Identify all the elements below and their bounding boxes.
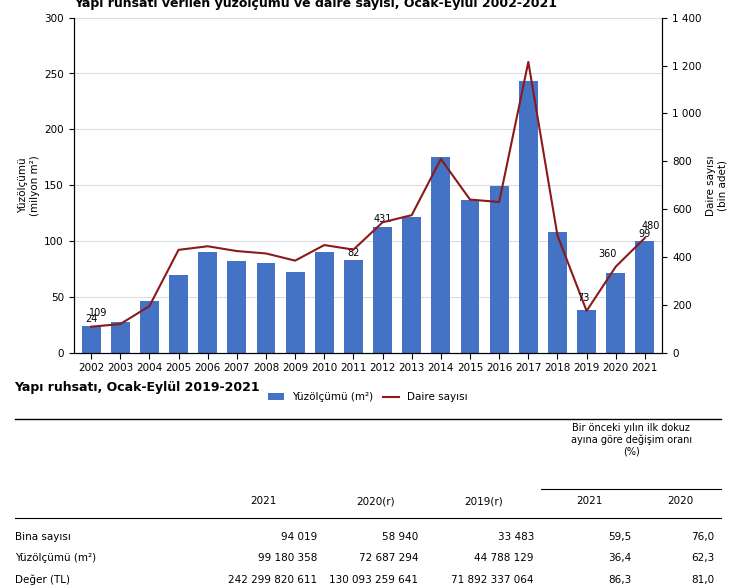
Bar — [635, 241, 654, 353]
Text: 360: 360 — [598, 249, 616, 259]
Text: 242 299 820 611: 242 299 820 611 — [228, 574, 317, 584]
Text: 44 788 129: 44 788 129 — [475, 553, 534, 563]
Bar — [315, 252, 333, 353]
Text: 24: 24 — [85, 314, 97, 324]
Text: 73: 73 — [578, 292, 590, 302]
Bar — [373, 226, 392, 353]
Text: 99 180 358: 99 180 358 — [258, 553, 317, 563]
Text: 2021: 2021 — [250, 496, 277, 506]
Text: 2021: 2021 — [576, 496, 603, 506]
Text: 71 892 337 064: 71 892 337 064 — [451, 574, 534, 584]
Y-axis label: Yüzölçümü
(milyon m²): Yüzölçümü (milyon m²) — [18, 155, 40, 216]
Bar — [257, 263, 275, 353]
Bar — [344, 260, 363, 353]
Text: 36,4: 36,4 — [608, 553, 631, 563]
Bar — [461, 200, 479, 353]
Text: 480: 480 — [642, 220, 660, 230]
Text: 76,0: 76,0 — [691, 532, 714, 542]
Text: 33 483: 33 483 — [498, 532, 534, 542]
Bar — [548, 232, 567, 353]
Text: Değer (TL): Değer (TL) — [15, 574, 70, 585]
Text: 109: 109 — [89, 308, 107, 318]
Text: 58 940: 58 940 — [382, 532, 419, 542]
Y-axis label: Daire sayısı
(bin adet): Daire sayısı (bin adet) — [706, 155, 727, 216]
Text: 81,0: 81,0 — [691, 574, 714, 584]
Bar — [286, 272, 305, 353]
Bar — [606, 273, 626, 353]
Text: 72 687 294: 72 687 294 — [359, 553, 419, 563]
Text: 62,3: 62,3 — [691, 553, 714, 563]
Bar — [431, 157, 450, 353]
Bar — [489, 186, 509, 353]
Text: 2020: 2020 — [667, 496, 693, 506]
Bar — [198, 252, 217, 353]
Bar — [110, 322, 130, 353]
Bar — [227, 261, 247, 353]
Bar — [403, 216, 421, 353]
Text: 2019(r): 2019(r) — [464, 496, 503, 506]
Bar — [82, 326, 101, 353]
Text: Yüzölçümü (m²): Yüzölçümü (m²) — [15, 553, 96, 563]
Legend: Yüzölçümü (m²), Daire sayısı: Yüzölçümü (m²), Daire sayısı — [263, 388, 473, 406]
Text: 59,5: 59,5 — [608, 532, 631, 542]
Text: Yapı ruhsatı, Ocak-Eylül 2019-2021: Yapı ruhsatı, Ocak-Eylül 2019-2021 — [15, 380, 261, 393]
Bar — [577, 310, 596, 353]
Bar — [519, 81, 538, 353]
Text: Bir önceki yılın ilk dokuz
ayına göre değişim oranı
(%): Bir önceki yılın ilk dokuz ayına göre de… — [570, 423, 692, 457]
Bar — [169, 275, 188, 353]
Text: Yapı ruhsatı verilen yüzölçümü ve daire sayısı, Ocak-Eylül 2002-2021: Yapı ruhsatı verilen yüzölçümü ve daire … — [74, 0, 556, 9]
Text: 94 019: 94 019 — [281, 532, 317, 542]
Text: 431: 431 — [373, 214, 392, 225]
Text: 82: 82 — [347, 248, 360, 258]
Text: 2020(r): 2020(r) — [356, 496, 394, 506]
Bar — [140, 302, 159, 353]
Text: Bina sayısı: Bina sayısı — [15, 532, 71, 542]
Text: 130 093 259 641: 130 093 259 641 — [330, 574, 419, 584]
Text: 86,3: 86,3 — [608, 574, 631, 584]
Text: 99: 99 — [639, 229, 651, 239]
